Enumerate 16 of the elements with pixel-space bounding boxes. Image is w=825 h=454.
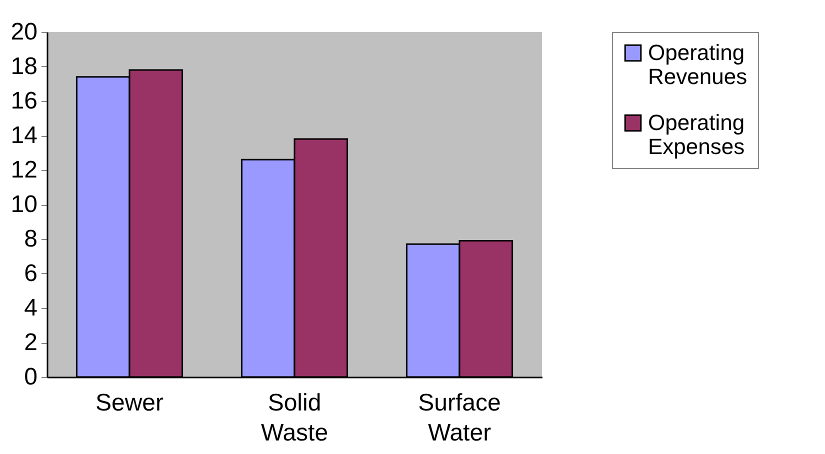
x-tick-label: Surface Water xyxy=(418,390,501,446)
y-tick-label: 2 xyxy=(24,329,38,356)
legend-label: Operating Revenues xyxy=(648,40,748,89)
y-tick-label: 20 xyxy=(10,18,38,46)
y-tick-label: 18 xyxy=(10,53,38,80)
y-tick-label: 12 xyxy=(10,156,38,184)
legend-label: Operating Expenses xyxy=(648,110,745,159)
x-tick-label: Solid Waste xyxy=(260,390,328,446)
y-tick-label: 4 xyxy=(24,294,38,322)
y-tick-label: 8 xyxy=(24,226,38,252)
y-tick-label: 10 xyxy=(10,191,38,218)
y-tick-label: 6 xyxy=(24,260,38,287)
y-tick-label: 0 xyxy=(24,364,38,390)
y-tick-label: 14 xyxy=(10,122,38,149)
x-tick-label: Sewer xyxy=(95,390,164,416)
y-tick-label: 16 xyxy=(10,88,38,114)
